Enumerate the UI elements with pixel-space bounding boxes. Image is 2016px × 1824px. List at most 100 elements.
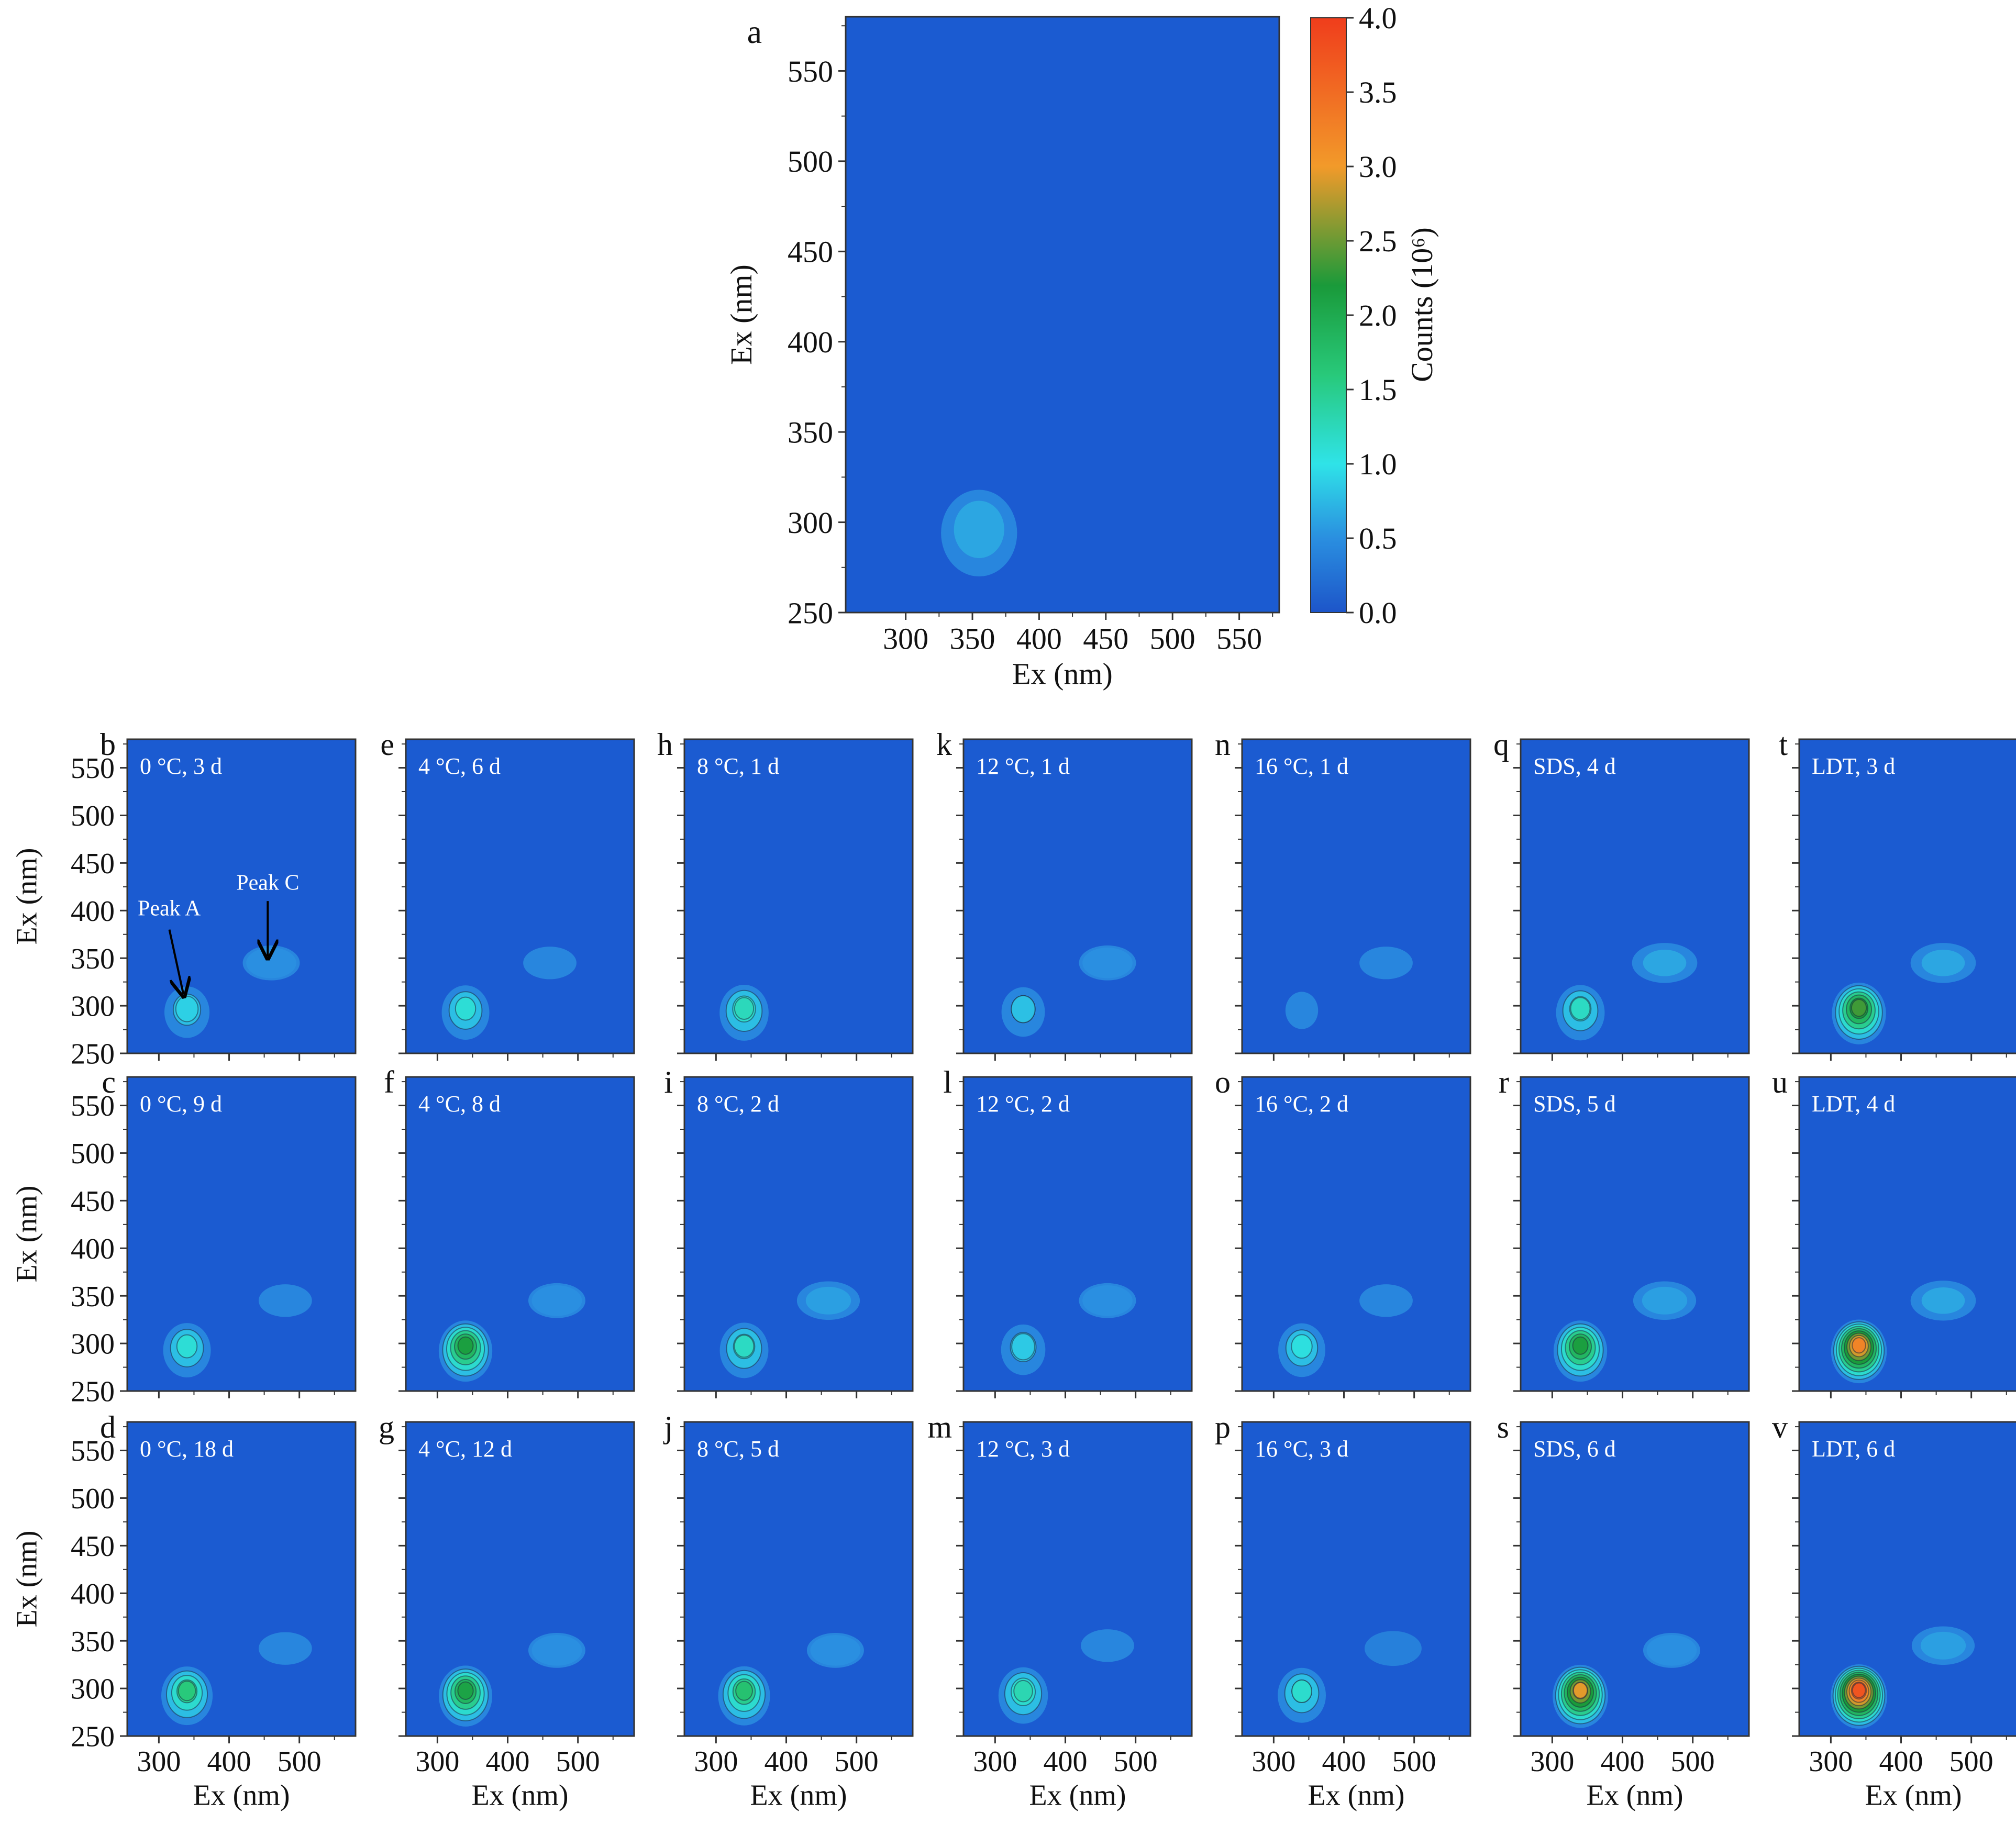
plot-background bbox=[846, 17, 1279, 613]
x-tick-label: 400 bbox=[207, 1745, 251, 1778]
peak-1-contour-1 bbox=[1642, 1286, 1688, 1315]
plot-frame bbox=[405, 738, 635, 1054]
plot-frame bbox=[1520, 1076, 1750, 1392]
peak-0-contour-0 bbox=[1285, 992, 1319, 1029]
peak-1-contour-1 bbox=[246, 947, 296, 978]
panel-e: e 4 °C, 6 d bbox=[380, 727, 635, 1061]
plot-frame bbox=[1520, 1421, 1750, 1737]
peak-0-contour-4 bbox=[735, 1681, 753, 1701]
panel-c: 250 300 350 400 450 500 550 Ex (nm) c 0 °C, 9 d bbox=[10, 1065, 357, 1408]
x-axis-label: Ex (nm) bbox=[471, 1779, 568, 1812]
colorbar-gradient bbox=[1311, 18, 1346, 613]
panel-letter: j bbox=[663, 1410, 673, 1444]
peak-0-contour-3 bbox=[1013, 1680, 1033, 1703]
plot-background bbox=[127, 1422, 356, 1736]
y-tick-label: 450 bbox=[71, 848, 115, 880]
panel-letter: s bbox=[1497, 1410, 1509, 1444]
peak-1-contour-1 bbox=[1643, 949, 1687, 976]
x-tick-label: 550 bbox=[1216, 622, 1262, 656]
x-tick-label: 400 bbox=[1601, 1745, 1645, 1778]
y-tick-label: 550 bbox=[71, 1090, 115, 1122]
condition-label: 16 °C, 2 d bbox=[1255, 1091, 1348, 1117]
colorbar-tick-label: 2.5 bbox=[1359, 224, 1397, 258]
x-axis-label: Ex (nm) bbox=[193, 1779, 290, 1812]
colorbar-label: Counts (10⁶) bbox=[1405, 227, 1439, 382]
x-tick-label: 400 bbox=[1322, 1745, 1366, 1778]
plot-frame bbox=[1798, 1421, 2016, 1737]
plot-frame bbox=[1241, 1076, 1471, 1392]
panel-letter: p bbox=[1215, 1410, 1231, 1444]
x-tick-label: 400 bbox=[486, 1745, 530, 1778]
panel-letter: i bbox=[664, 1065, 673, 1099]
y-tick-label: 500 bbox=[71, 800, 115, 832]
heatmap-layer bbox=[1553, 1281, 1697, 1382]
condition-label: 8 °C, 1 d bbox=[697, 753, 779, 779]
x-tick-label: 300 bbox=[137, 1745, 181, 1778]
heatmap-layer bbox=[441, 947, 577, 1040]
plot-frame bbox=[683, 738, 914, 1054]
colorbar-tick-label: 0.5 bbox=[1359, 521, 1397, 555]
y-tick-label: 250 bbox=[71, 1721, 115, 1753]
plot-frame bbox=[683, 1076, 914, 1392]
plot-background bbox=[406, 739, 634, 1053]
peak-1-contour-1 bbox=[810, 1635, 861, 1666]
x-tick-label: 500 bbox=[1114, 1745, 1158, 1778]
peak-0-contour-5 bbox=[1572, 1336, 1589, 1355]
peak-0-contour-3 bbox=[1291, 1679, 1312, 1703]
y-tick-label: 400 bbox=[71, 1233, 115, 1265]
y-tick-label: 350 bbox=[788, 415, 833, 449]
heatmap-layer bbox=[1001, 1283, 1136, 1375]
panel-letter: l bbox=[943, 1065, 952, 1099]
panel-letter: f bbox=[384, 1065, 394, 1099]
panel-letter: r bbox=[1499, 1065, 1509, 1099]
panel-letter: q bbox=[1493, 727, 1509, 762]
peak-annotation-0: Peak A bbox=[138, 896, 201, 920]
panel-a: 250 300 350 400 450 500 550 300 350 400 450 500 550 E… bbox=[724, 13, 1280, 691]
y-axis-label: Ex (nm) bbox=[10, 1185, 43, 1282]
peak-0-contour-2 bbox=[176, 1334, 198, 1359]
x-axis-label: Ex (nm) bbox=[1308, 1779, 1404, 1812]
y-tick-label: 250 bbox=[71, 1038, 115, 1071]
y-tick-label: 550 bbox=[71, 1435, 115, 1467]
peak-0-contour-5 bbox=[457, 1336, 474, 1355]
heatmap-layer bbox=[1285, 947, 1413, 1029]
plot-frame bbox=[126, 1076, 357, 1392]
panel-letter: a bbox=[747, 13, 762, 50]
x-axis-label: Ex (nm) bbox=[1586, 1779, 1683, 1812]
peak-1-contour-0 bbox=[258, 1284, 312, 1317]
heatmap-layer bbox=[161, 1632, 312, 1726]
y-tick-label: 400 bbox=[788, 325, 833, 359]
panel-b: 250 300 350 400 450 500 550 Ex (nm) b 0 °C, 3 d Pe… bbox=[10, 727, 357, 1071]
peak-1-contour-0 bbox=[1359, 1284, 1413, 1317]
plot-background bbox=[684, 739, 913, 1053]
plot-frame bbox=[1241, 738, 1471, 1054]
y-tick-label: 400 bbox=[71, 895, 115, 928]
y-axis-label: Ex (nm) bbox=[10, 1530, 43, 1627]
panel-letter: g bbox=[379, 1410, 394, 1444]
panel-n: n 16 °C, 1 d bbox=[1215, 727, 1471, 1061]
heatmap-layer bbox=[1556, 943, 1698, 1041]
x-axis-label: Ex (nm) bbox=[1865, 1779, 1962, 1812]
condition-label: 0 °C, 9 d bbox=[140, 1091, 222, 1117]
panel-letter: b bbox=[100, 727, 116, 762]
heatmap-layer bbox=[438, 1283, 585, 1382]
x-tick-label: 400 bbox=[1879, 1745, 1923, 1778]
heatmap-layer bbox=[1832, 943, 1976, 1044]
x-axis-label: Ex (nm) bbox=[1012, 657, 1113, 691]
condition-label: 12 °C, 3 d bbox=[976, 1436, 1070, 1462]
plot-background bbox=[963, 1422, 1192, 1736]
plot-frame bbox=[1798, 1076, 2016, 1392]
y-tick-label: 450 bbox=[71, 1185, 115, 1218]
panel-r: r SDS, 5 d bbox=[1499, 1065, 1750, 1398]
y-tick-label: 350 bbox=[71, 1626, 115, 1658]
plot-background bbox=[963, 1077, 1192, 1391]
x-tick-label: 500 bbox=[1150, 622, 1195, 656]
panel-letter: d bbox=[100, 1410, 116, 1444]
peak-1-contour-1 bbox=[1921, 949, 1965, 976]
y-tick-label: 400 bbox=[71, 1578, 115, 1610]
y-tick-label: 300 bbox=[71, 991, 115, 1023]
x-tick-label: 300 bbox=[1530, 1745, 1574, 1778]
peak-0-contour-8 bbox=[1572, 1682, 1588, 1699]
